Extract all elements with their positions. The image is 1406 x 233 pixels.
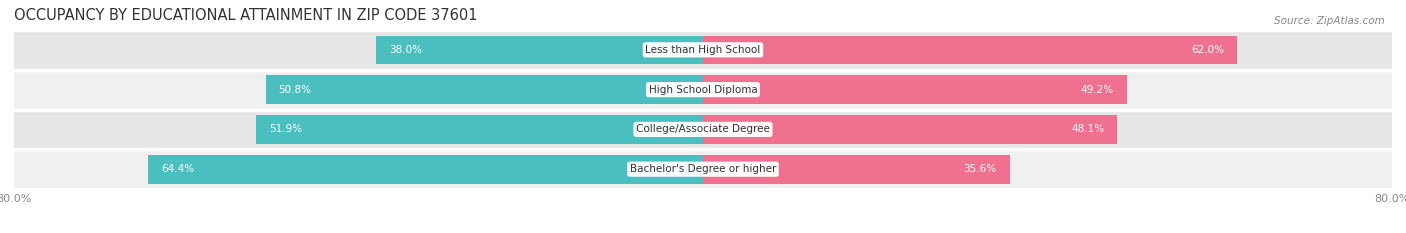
Bar — [14, 110, 1392, 149]
Text: 50.8%: 50.8% — [278, 85, 312, 95]
Bar — [375, 35, 703, 64]
Text: Bachelor's Degree or higher: Bachelor's Degree or higher — [630, 164, 776, 174]
Text: 51.9%: 51.9% — [269, 124, 302, 134]
Text: 62.0%: 62.0% — [1191, 45, 1225, 55]
Text: 48.1%: 48.1% — [1071, 124, 1104, 134]
Text: 35.6%: 35.6% — [963, 164, 997, 174]
Bar — [149, 155, 703, 184]
Bar — [256, 115, 703, 144]
Bar — [703, 35, 1237, 64]
Bar — [14, 70, 1392, 110]
Bar — [14, 30, 1392, 70]
Text: Less than High School: Less than High School — [645, 45, 761, 55]
Text: High School Diploma: High School Diploma — [648, 85, 758, 95]
Bar — [703, 115, 1118, 144]
Text: 38.0%: 38.0% — [388, 45, 422, 55]
Text: College/Associate Degree: College/Associate Degree — [636, 124, 770, 134]
Text: OCCUPANCY BY EDUCATIONAL ATTAINMENT IN ZIP CODE 37601: OCCUPANCY BY EDUCATIONAL ATTAINMENT IN Z… — [14, 8, 478, 23]
Bar — [14, 149, 1392, 189]
Bar — [703, 155, 1010, 184]
Bar — [266, 75, 703, 104]
Text: Source: ZipAtlas.com: Source: ZipAtlas.com — [1274, 16, 1385, 26]
Bar — [703, 75, 1126, 104]
Text: 64.4%: 64.4% — [162, 164, 194, 174]
Text: 49.2%: 49.2% — [1081, 85, 1114, 95]
